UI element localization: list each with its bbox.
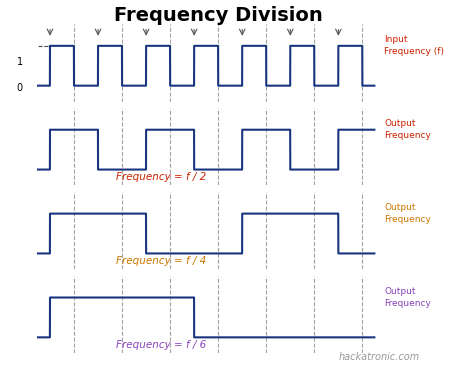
- Text: Output
Frequency: Output Frequency: [384, 119, 431, 140]
- Text: Output
Frequency: Output Frequency: [384, 203, 431, 224]
- Text: 1: 1: [17, 57, 23, 67]
- Text: Output
Frequency: Output Frequency: [384, 287, 431, 308]
- Text: Frequency = f / 6: Frequency = f / 6: [116, 340, 206, 350]
- Text: Input
Frequency (f): Input Frequency (f): [384, 35, 445, 56]
- Text: 0: 0: [17, 83, 23, 93]
- Text: Frequency Division: Frequency Division: [114, 6, 322, 25]
- Text: Frequency = f / 2: Frequency = f / 2: [116, 172, 206, 183]
- Text: Frequency = f / 4: Frequency = f / 4: [116, 256, 206, 266]
- Text: hackatronic.com: hackatronic.com: [338, 352, 420, 362]
